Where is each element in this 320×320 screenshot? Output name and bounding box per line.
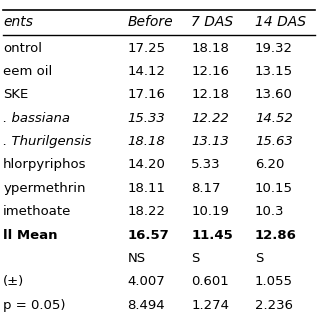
- Text: 18.22: 18.22: [127, 205, 165, 218]
- Text: 12.16: 12.16: [191, 65, 229, 78]
- Text: ontrol: ontrol: [3, 42, 42, 55]
- Text: 4.007: 4.007: [127, 275, 165, 288]
- Text: imethoate: imethoate: [3, 205, 72, 218]
- Text: 14.52: 14.52: [255, 112, 292, 125]
- Text: 10.15: 10.15: [255, 182, 293, 195]
- Text: hlorpyriphos: hlorpyriphos: [3, 158, 87, 172]
- Text: SKE: SKE: [3, 88, 28, 101]
- Text: 16.57: 16.57: [127, 228, 169, 242]
- Text: 13.60: 13.60: [255, 88, 293, 101]
- Text: 12.86: 12.86: [255, 228, 297, 242]
- Text: 5.33: 5.33: [191, 158, 221, 172]
- Text: S: S: [255, 252, 263, 265]
- Text: 7 DAS: 7 DAS: [191, 15, 233, 29]
- Text: 17.25: 17.25: [127, 42, 165, 55]
- Text: 6.20: 6.20: [255, 158, 284, 172]
- Text: 17.16: 17.16: [127, 88, 165, 101]
- Text: 8.494: 8.494: [127, 299, 165, 312]
- Text: 12.22: 12.22: [191, 112, 229, 125]
- Text: ypermethrin: ypermethrin: [3, 182, 86, 195]
- Text: 1.274: 1.274: [191, 299, 229, 312]
- Text: 12.18: 12.18: [191, 88, 229, 101]
- Text: 19.32: 19.32: [255, 42, 293, 55]
- Text: 8.17: 8.17: [191, 182, 221, 195]
- Text: 14.20: 14.20: [127, 158, 165, 172]
- Text: (±): (±): [3, 275, 24, 288]
- Text: ll Mean: ll Mean: [3, 228, 58, 242]
- Text: eem oil: eem oil: [3, 65, 52, 78]
- Text: 14 DAS: 14 DAS: [255, 15, 306, 29]
- Text: 2.236: 2.236: [255, 299, 293, 312]
- Text: 13.13: 13.13: [191, 135, 229, 148]
- Text: . bassiana: . bassiana: [3, 112, 70, 125]
- Text: 13.15: 13.15: [255, 65, 293, 78]
- Text: 0.601: 0.601: [191, 275, 229, 288]
- Text: . Thurilgensis: . Thurilgensis: [3, 135, 92, 148]
- Text: 10.3: 10.3: [255, 205, 284, 218]
- Text: 15.63: 15.63: [255, 135, 292, 148]
- Text: p = 0.05): p = 0.05): [3, 299, 66, 312]
- Text: 18.18: 18.18: [127, 135, 165, 148]
- Text: NS: NS: [127, 252, 146, 265]
- Text: 15.33: 15.33: [127, 112, 165, 125]
- Text: 1.055: 1.055: [255, 275, 293, 288]
- Text: S: S: [191, 252, 200, 265]
- Text: 10.19: 10.19: [191, 205, 229, 218]
- Text: 14.12: 14.12: [127, 65, 165, 78]
- Text: Before: Before: [127, 15, 173, 29]
- Text: 18.18: 18.18: [191, 42, 229, 55]
- Text: 11.45: 11.45: [191, 228, 233, 242]
- Text: 18.11: 18.11: [127, 182, 165, 195]
- Text: ents: ents: [3, 15, 33, 29]
